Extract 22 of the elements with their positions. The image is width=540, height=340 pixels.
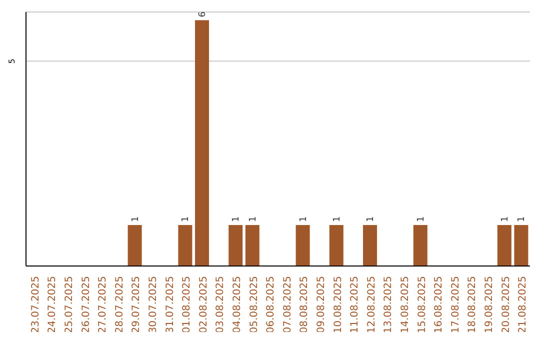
x-tick-label: 13.08.2025 [383, 276, 394, 334]
data-label: 6 [198, 11, 208, 18]
x-tick-label: 12.08.2025 [366, 276, 378, 334]
data-label: 1 [232, 216, 242, 222]
x-tick-label: 17.08.2025 [450, 276, 462, 334]
x-tick-label: 10.08.2025 [332, 276, 344, 334]
x-tick-label: 19.08.2025 [484, 276, 495, 334]
y-tick-label: 5 [8, 58, 16, 64]
x-tick-label: 11.08.2025 [350, 276, 361, 334]
x-tick-label: 16.08.2025 [434, 276, 445, 334]
x-tick-label: 18.08.2025 [467, 276, 478, 334]
x-tick-label: 14.08.2025 [400, 276, 411, 334]
data-label: 1 [332, 216, 342, 222]
data-label: 1 [248, 216, 258, 222]
data-label: 1 [366, 216, 376, 222]
data-label: 1 [130, 216, 141, 222]
data-label: 1 [517, 216, 528, 222]
data-label: 1 [181, 216, 192, 222]
data-label: 1 [416, 216, 426, 222]
data-label: 1 [298, 216, 309, 222]
data-label: 1 [500, 216, 510, 222]
x-tick-label: 15.08.2025 [416, 276, 428, 334]
